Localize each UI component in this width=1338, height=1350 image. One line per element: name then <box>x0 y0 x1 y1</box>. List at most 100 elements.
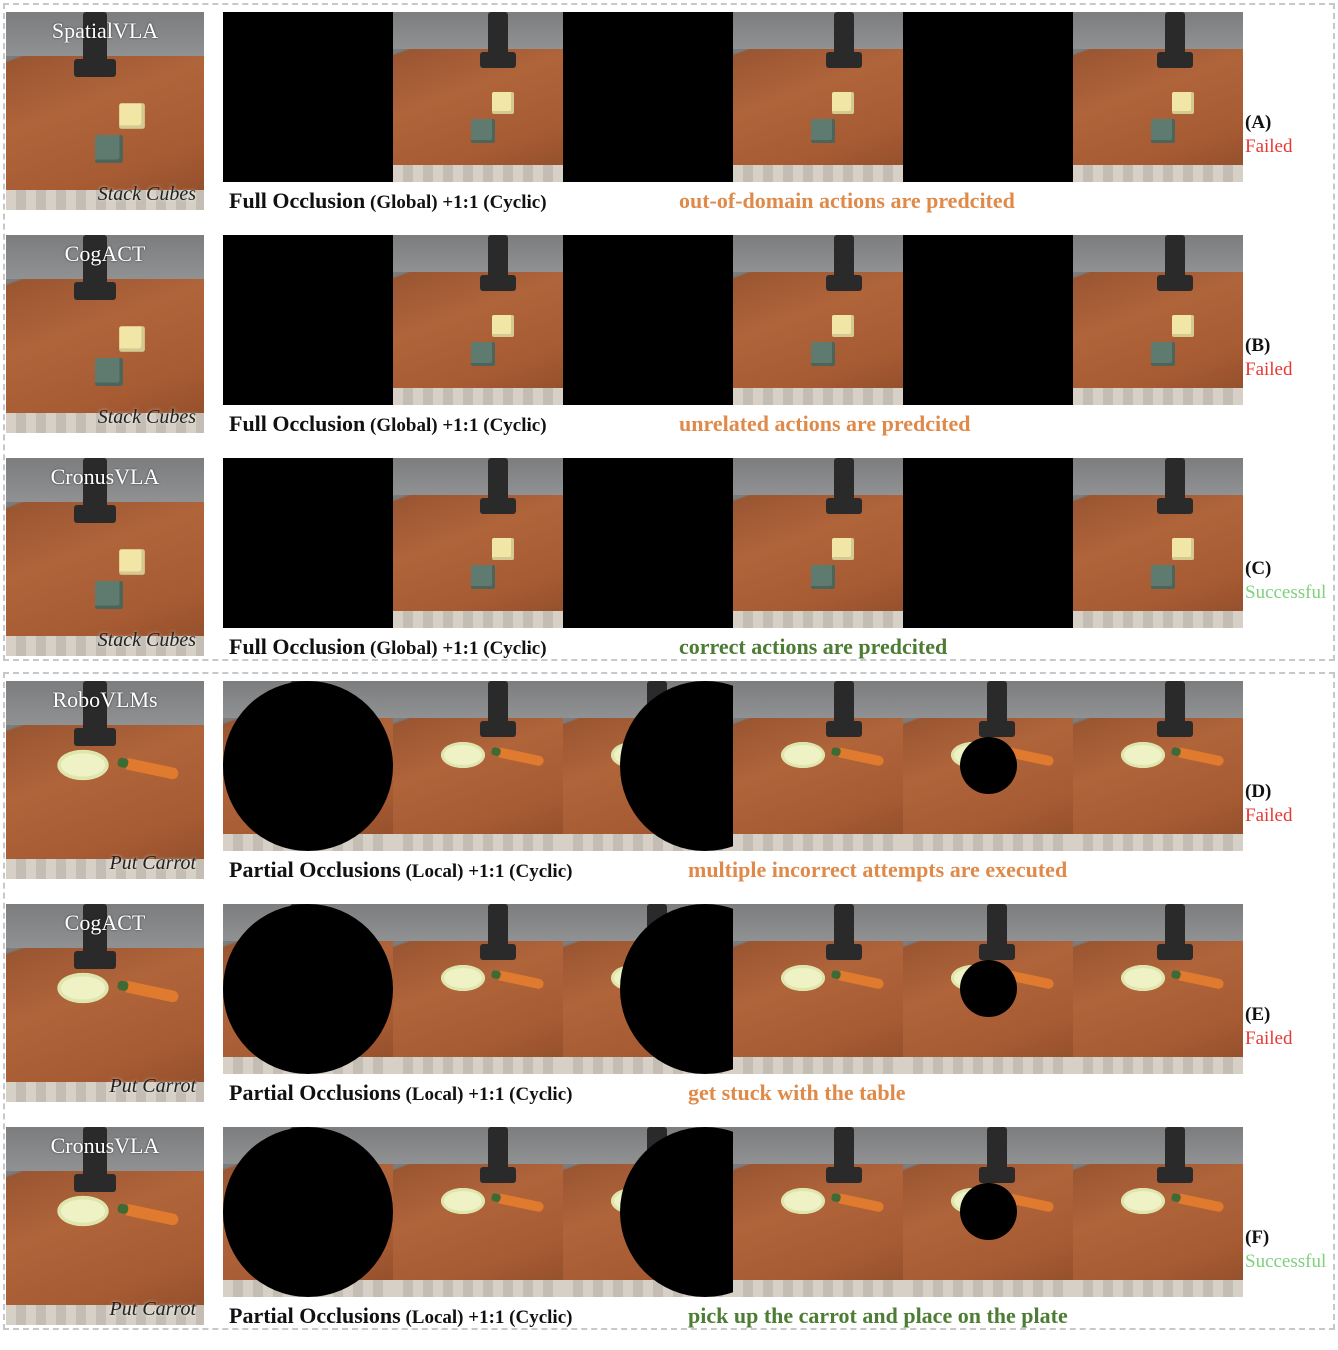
gripper <box>825 498 862 514</box>
figure-row: CogACT Put Carrot Partial Occlusions (Loca… <box>0 904 1338 1127</box>
carrot <box>837 970 885 991</box>
video-frame <box>223 235 393 405</box>
video-frame <box>1073 12 1243 182</box>
plate <box>780 742 825 769</box>
caption-main: Full Occlusion <box>229 188 366 213</box>
video-frame <box>563 458 733 628</box>
occlusion-circle <box>223 1127 393 1297</box>
scene-image <box>1073 12 1243 182</box>
gripper <box>1157 52 1193 68</box>
gripper <box>480 944 517 960</box>
wall <box>393 458 563 496</box>
caption-detail: (Global) +1:1 (Cyclic) <box>365 192 547 213</box>
model-name: CogACT <box>64 241 146 266</box>
video-frame <box>563 904 733 1074</box>
floor <box>733 1280 903 1297</box>
scene-image <box>393 235 563 405</box>
yellow-cube <box>119 103 145 129</box>
scene-image <box>6 12 204 210</box>
floor <box>733 1057 903 1074</box>
robot-arm <box>83 681 107 740</box>
video-frame <box>733 12 903 182</box>
yellow-cube <box>491 537 514 560</box>
gripper <box>74 504 117 524</box>
initial-frame: CogACT Stack Cubes <box>6 235 204 433</box>
robot-arm <box>83 458 107 517</box>
floor <box>903 1057 1073 1074</box>
caption-detail: (Global) +1:1 (Cyclic) <box>365 415 547 436</box>
row-letter: (B) <box>1245 335 1271 356</box>
carrot <box>497 747 545 768</box>
yellow-cube <box>491 314 514 337</box>
robot-arm <box>833 458 854 508</box>
behavior-note: multiple incorrect attempts are executed <box>688 857 1068 882</box>
row-letter: (E) <box>1245 1004 1271 1025</box>
carrot <box>124 980 180 1004</box>
video-frame <box>393 904 563 1074</box>
wall <box>733 12 903 50</box>
scene-image <box>6 1127 204 1325</box>
scene-image <box>393 12 563 182</box>
gripper <box>825 52 862 68</box>
robot-arm <box>986 681 1007 731</box>
caption-main: Partial Occlusions <box>229 1080 401 1105</box>
figure-row: CronusVLA Stack Cubes Full Occlusion (Glob… <box>0 458 1338 681</box>
outcome-status: Failed <box>1245 359 1293 380</box>
video-frame <box>903 12 1073 182</box>
floor <box>6 413 204 433</box>
plate <box>440 742 485 769</box>
wall <box>1073 904 1243 942</box>
video-frame <box>733 1127 903 1297</box>
scene-image <box>733 681 903 851</box>
full-occlusion-mask <box>563 458 733 628</box>
yellow-cube <box>1171 314 1194 337</box>
figure-row: SpatialVLA Stack Cubes Full Occlusion (Glo… <box>0 12 1338 235</box>
floor <box>393 388 563 405</box>
occlusion-circle <box>223 904 393 1074</box>
robot-arm <box>83 904 107 963</box>
scene-image <box>6 681 204 879</box>
gripper <box>1157 1167 1193 1183</box>
partial-occlusion-group <box>3 672 1335 1330</box>
plate <box>57 1196 110 1227</box>
full-occlusion-mask <box>223 458 393 628</box>
robot-arm <box>83 1127 107 1186</box>
gripper <box>74 727 117 747</box>
full-occlusion-mask <box>563 235 733 405</box>
model-name: CronusVLA <box>50 464 160 489</box>
video-frame <box>393 235 563 405</box>
task-name: Stack Cubes <box>97 406 196 428</box>
green-cube <box>95 134 124 163</box>
wall <box>1073 1127 1243 1165</box>
wall <box>733 458 903 496</box>
wall <box>1073 458 1243 496</box>
plate <box>1120 1188 1165 1215</box>
green-cube <box>471 342 496 367</box>
video-frame <box>393 681 563 851</box>
carrot <box>497 970 545 991</box>
floor <box>393 834 563 851</box>
green-cube <box>1151 342 1176 367</box>
floor <box>1073 834 1243 851</box>
task-name: Stack Cubes <box>97 629 196 651</box>
behavior-note: out-of-domain actions are predcited <box>679 188 1015 213</box>
video-frame <box>903 1127 1073 1297</box>
gripper <box>480 52 517 68</box>
robot-arm <box>83 235 107 294</box>
task-name: Stack Cubes <box>97 183 196 205</box>
model-name: CronusVLA <box>50 1133 160 1158</box>
yellow-cube <box>119 549 145 575</box>
video-frame <box>733 458 903 628</box>
caption-main: Full Occlusion <box>229 634 366 659</box>
robot-arm <box>1165 12 1185 62</box>
full-occlusion-mask <box>563 12 733 182</box>
gripper <box>825 721 862 737</box>
floor <box>1073 165 1243 182</box>
video-frame <box>733 235 903 405</box>
occlusion-caption: Partial Occlusions (Local) +1:1 (Cyclic) <box>229 857 572 883</box>
gripper <box>480 275 517 291</box>
robot-arm <box>1165 681 1185 731</box>
figure-row: CronusVLA Put Carrot Partial Occlusions (L… <box>0 1127 1338 1350</box>
full-occlusion-mask <box>223 12 393 182</box>
plate <box>57 973 110 1004</box>
